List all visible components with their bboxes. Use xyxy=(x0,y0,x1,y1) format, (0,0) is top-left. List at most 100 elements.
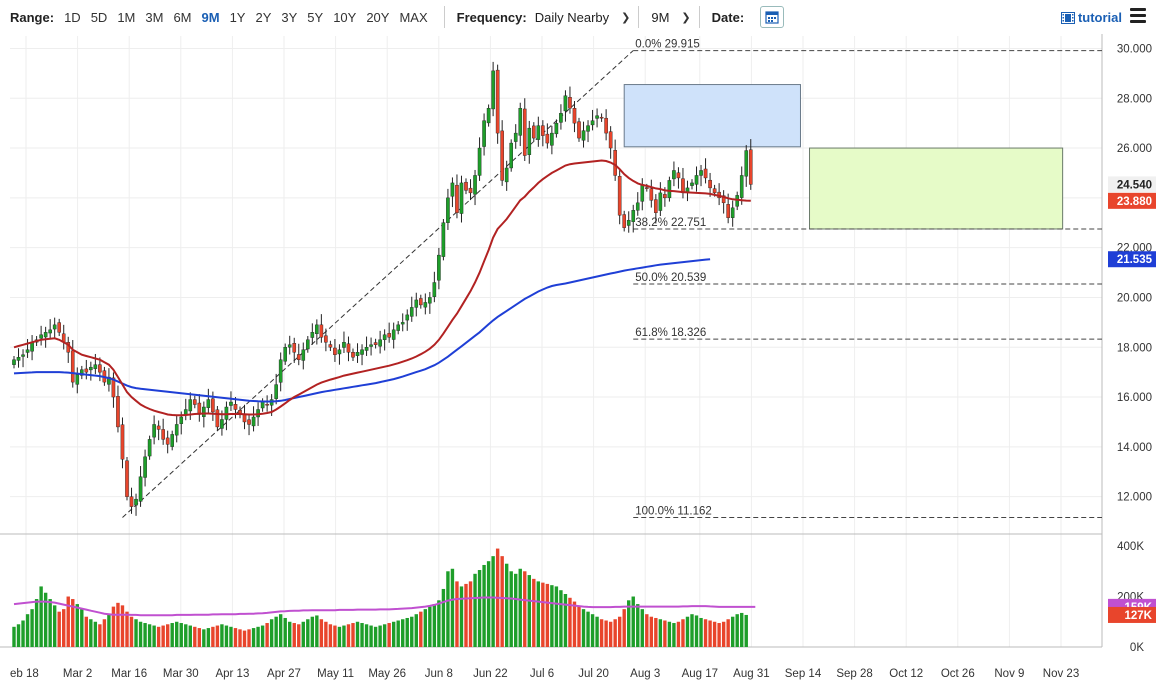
x-tick-label: Mar 30 xyxy=(163,668,199,680)
volume-bar xyxy=(378,625,382,647)
candle-down xyxy=(328,344,333,348)
candle-up xyxy=(640,185,645,202)
y-tick-label: 12.000 xyxy=(1117,492,1152,504)
volume-bar xyxy=(604,620,608,647)
x-tick-label: Apr 27 xyxy=(267,668,301,680)
ma-long-price-tag-background xyxy=(1108,251,1156,268)
volume-bar xyxy=(613,619,617,647)
x-tick-label: Mar 16 xyxy=(111,668,147,680)
volume-bar xyxy=(518,568,522,647)
candle-down xyxy=(346,343,351,353)
candle-down xyxy=(165,437,170,445)
volume-bar xyxy=(391,621,396,647)
candle-up xyxy=(473,175,477,195)
price-chart[interactable]: 0.0% 29.915 38.2% 22.751 50.0% 20.539 61.8%… xyxy=(0,34,1158,693)
range-button-max[interactable]: MAX xyxy=(399,9,428,25)
divider xyxy=(698,6,700,28)
x-tick-label: Nov 23 xyxy=(1043,668,1079,680)
frequency-value: Daily Nearby xyxy=(534,9,610,25)
candle-up xyxy=(147,439,152,457)
volume-bar xyxy=(202,629,206,647)
candle-up xyxy=(400,322,405,325)
candle-up xyxy=(315,324,319,335)
volume-bar xyxy=(685,616,690,647)
candle-up xyxy=(694,175,699,185)
last-volume-tag: 127K xyxy=(1125,610,1153,622)
candle-down xyxy=(708,179,712,189)
candle-up xyxy=(626,220,631,226)
candle-up xyxy=(428,297,432,304)
volume-bar xyxy=(98,624,102,647)
volume-bar xyxy=(672,623,676,647)
candle-up xyxy=(536,125,541,140)
volume-bar xyxy=(143,623,147,647)
candle-up xyxy=(581,130,586,141)
candle-up xyxy=(170,434,175,447)
x-tick-label: Aug 3 xyxy=(630,668,660,680)
range-button-10y[interactable]: 10Y xyxy=(333,9,357,25)
range-button-2y[interactable]: 2Y xyxy=(255,9,272,25)
candle-down xyxy=(120,424,125,460)
volume-bar xyxy=(138,621,143,647)
volume-bar xyxy=(242,630,247,647)
candle-up xyxy=(690,182,694,186)
candle-up xyxy=(446,197,450,223)
volume-bar xyxy=(310,616,315,647)
volume-bar xyxy=(703,619,708,647)
volume-bar xyxy=(726,619,730,647)
range-button-1m[interactable]: 1M xyxy=(117,9,136,25)
volume-bar xyxy=(414,614,418,647)
candle-down xyxy=(455,184,459,213)
candlesticks xyxy=(12,61,753,516)
volume-bar xyxy=(288,621,292,647)
candle-down xyxy=(247,419,251,425)
candle-up xyxy=(513,132,518,142)
last-volume-tag-background xyxy=(1108,606,1156,623)
candle-down xyxy=(532,125,536,139)
range-button-5d[interactable]: 5D xyxy=(90,9,108,25)
volume-bar xyxy=(658,619,663,647)
range-button-9m[interactable]: 9M xyxy=(201,9,220,25)
volume-tick-label: 0K xyxy=(1130,642,1144,654)
range-button-6m[interactable]: 6M xyxy=(173,9,192,25)
volume-bar xyxy=(71,599,75,647)
volume-bar xyxy=(188,625,192,647)
volume-bar xyxy=(654,617,658,647)
period-dropdown[interactable]: 9M ❯ xyxy=(651,10,690,25)
tutorial-link[interactable]: tutorial xyxy=(1060,10,1122,25)
candle-up xyxy=(179,416,184,424)
candle-down xyxy=(156,425,161,430)
volume-bar xyxy=(599,619,604,647)
hamburger-menu-icon[interactable] xyxy=(1130,8,1146,26)
volume-bar xyxy=(62,609,66,647)
tutorial-label: tutorial xyxy=(1077,10,1122,25)
volume-bar xyxy=(744,614,748,647)
volume-bar xyxy=(337,626,342,647)
frequency-dropdown[interactable]: Daily Nearby ❯ xyxy=(535,10,631,25)
volume-bar xyxy=(708,620,712,647)
candle-down xyxy=(468,187,473,194)
fib-label: 61.8% 18.326 xyxy=(635,327,706,339)
volume-bar xyxy=(57,611,61,647)
range-button-3m[interactable]: 3M xyxy=(145,9,164,25)
volume-bar xyxy=(179,623,183,647)
volume-bar xyxy=(283,617,287,647)
candle-up xyxy=(310,332,315,338)
range-button-20y[interactable]: 20Y xyxy=(366,9,390,25)
candle-up xyxy=(486,108,491,124)
volume-bar xyxy=(432,604,437,647)
volume-bar xyxy=(342,625,346,647)
volume-bar xyxy=(387,623,391,647)
last-price-tag: 24.540 xyxy=(1117,179,1152,191)
range-button-5y[interactable]: 5Y xyxy=(307,9,324,25)
candle-down xyxy=(500,130,504,181)
volume-bar xyxy=(265,623,269,647)
x-tick-label: Mar 2 xyxy=(63,668,92,680)
calendar-icon[interactable] xyxy=(760,6,785,28)
candle-up xyxy=(527,127,532,155)
range-button-1d[interactable]: 1D xyxy=(64,9,81,25)
range-button-3y[interactable]: 3Y xyxy=(281,9,298,25)
range-button-1y[interactable]: 1Y xyxy=(229,9,246,25)
candle-up xyxy=(39,334,43,339)
